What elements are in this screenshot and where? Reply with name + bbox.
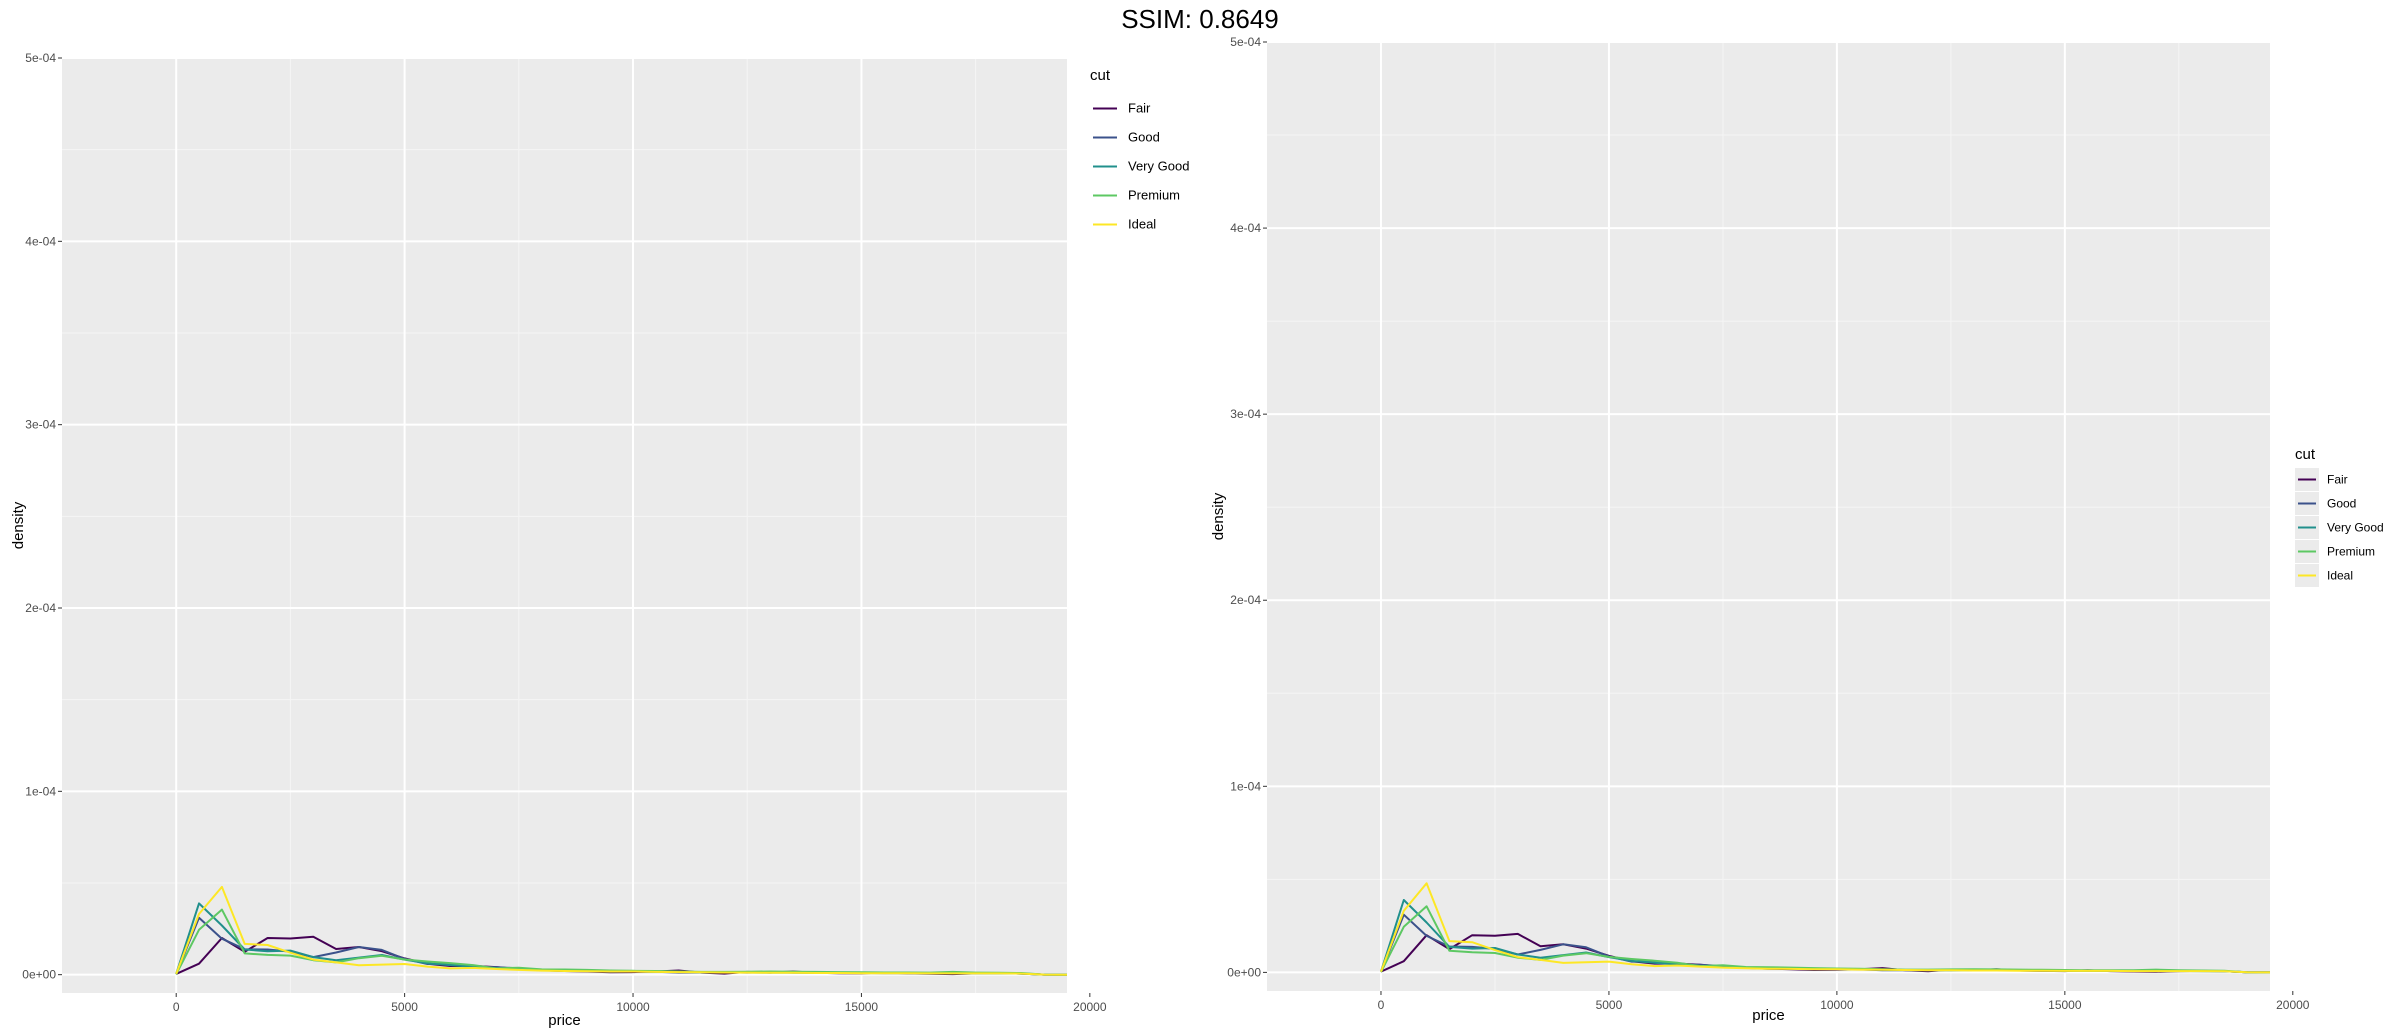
y-tick-label: 2e-04 xyxy=(1230,593,1261,607)
y-tick-label: 4e-04 xyxy=(25,234,56,248)
series-line-ideal xyxy=(1380,882,2271,974)
series-line-ideal xyxy=(175,885,1068,976)
legend-title: cut xyxy=(1090,67,1111,84)
legend-label-fair: Fair xyxy=(1128,101,1151,116)
chart-left: 0 5000 10000 15000 20000 0e+00 1e-04 2e-04 3e-04… xyxy=(10,51,1189,1029)
y-tick-label: 5e-04 xyxy=(1230,35,1261,49)
x-tick-label: 0 xyxy=(1378,998,1385,1012)
y-axis-label: density xyxy=(10,501,27,549)
x-axis-label: price xyxy=(1752,1007,1785,1024)
y-tick-label: 2e-04 xyxy=(25,601,56,615)
legend-label-ideal: Ideal xyxy=(1128,217,1156,232)
page-title: SSIM: 0.8649 xyxy=(1121,4,1279,34)
x-axis-label: price xyxy=(548,1012,581,1029)
y-tick-label: 1e-04 xyxy=(1230,779,1261,793)
legend-label-premium: Premium xyxy=(2327,545,2375,559)
x-tick-label: 5000 xyxy=(391,1000,418,1014)
legend-label-ideal: Ideal xyxy=(2327,569,2353,583)
x-tick-label: 15000 xyxy=(2048,998,2082,1012)
x-tick-label: 15000 xyxy=(845,1000,879,1014)
y-tick-label: 3e-04 xyxy=(1230,407,1261,421)
legend-label-good: Good xyxy=(2327,497,2356,511)
legend-title: cut xyxy=(2295,446,2316,463)
legend-label-premium: Premium xyxy=(1128,188,1180,203)
plot-panel xyxy=(62,58,1067,993)
legend-label-fair: Fair xyxy=(2327,473,2348,487)
chart-right: 0 5000 10000 15000 20000 0e+00 1e-04 2e-04 3e-04… xyxy=(1210,35,2384,1024)
y-tick-label: 0e+00 xyxy=(1227,965,1261,979)
legend-label-very-good: Very Good xyxy=(1128,159,1189,174)
y-tick-label: 3e-04 xyxy=(25,418,56,432)
y-tick-label: 1e-04 xyxy=(25,784,56,798)
x-tick-label: 5000 xyxy=(1596,998,1623,1012)
legend-label-very-good: Very Good xyxy=(2327,521,2384,535)
x-tick-label: 0 xyxy=(173,1000,180,1014)
x-tick-label: 10000 xyxy=(1820,998,1854,1012)
x-tick-label: 20000 xyxy=(2276,998,2310,1012)
x-tick-label: 20000 xyxy=(1073,1000,1107,1014)
y-tick-label: 0e+00 xyxy=(22,968,56,982)
legend-label-good: Good xyxy=(1128,130,1160,145)
y-tick-label: 5e-04 xyxy=(25,51,56,65)
plot-panel xyxy=(1267,42,2270,991)
y-axis-label: density xyxy=(1210,492,1227,540)
y-tick-label: 4e-04 xyxy=(1230,221,1261,235)
x-tick-label: 10000 xyxy=(616,1000,650,1014)
